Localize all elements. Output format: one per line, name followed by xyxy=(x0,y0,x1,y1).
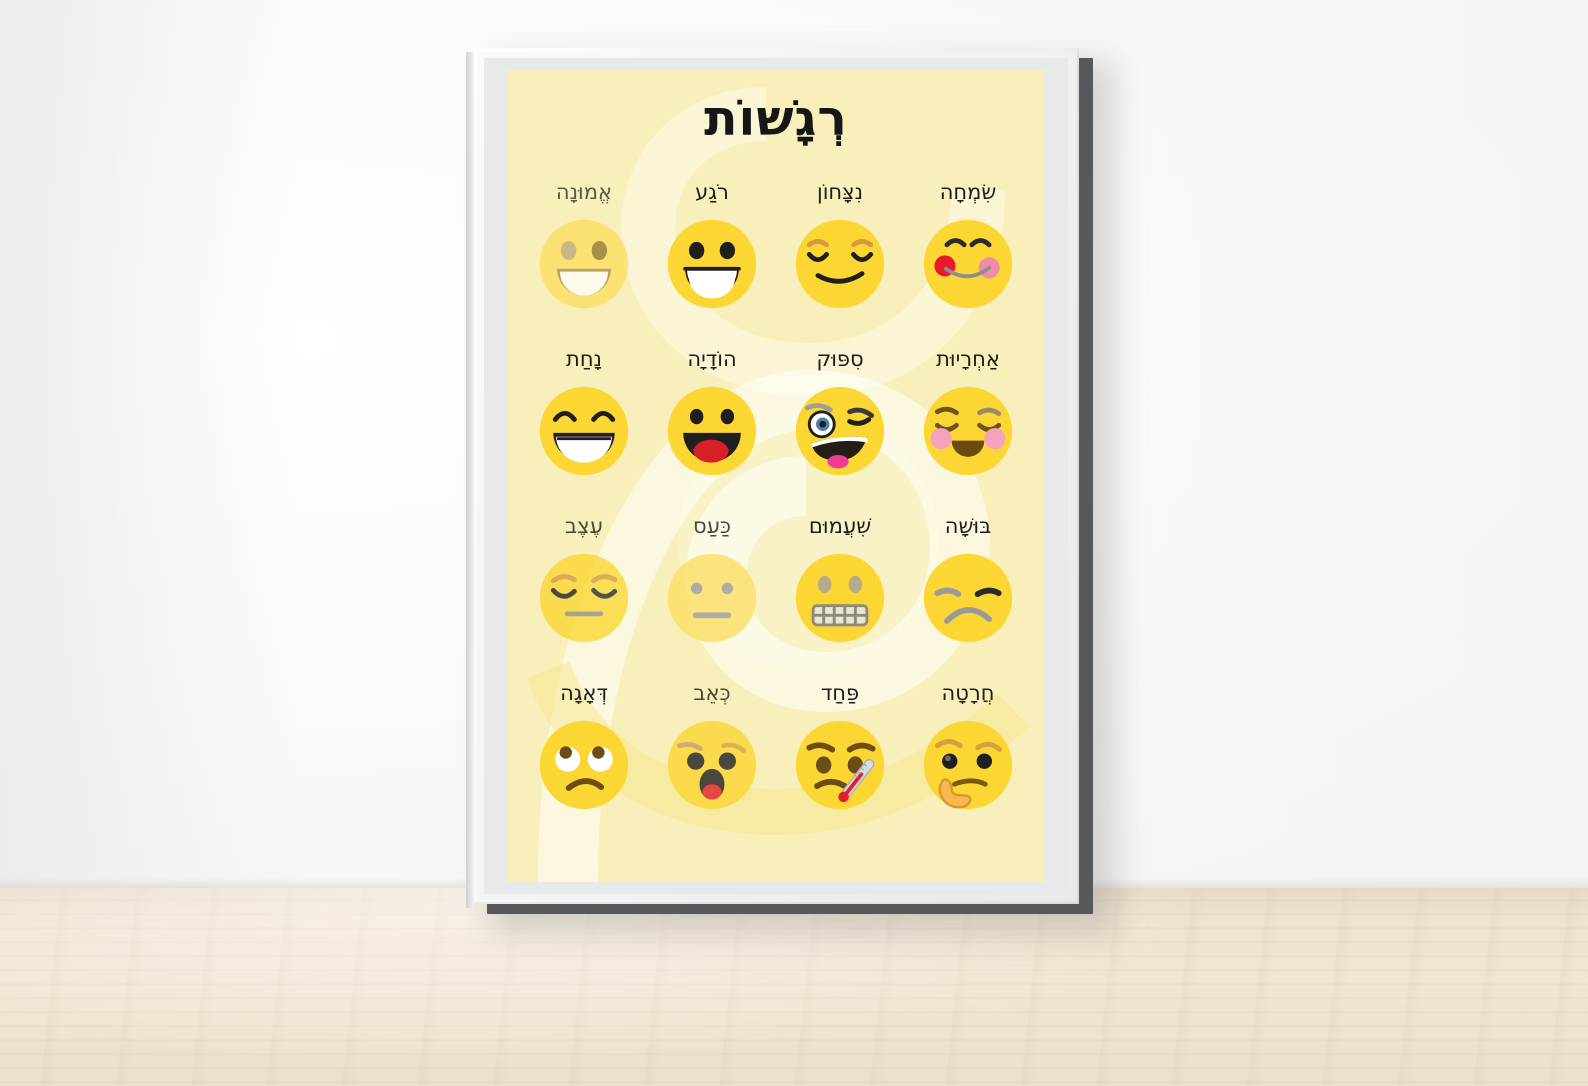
neutral-face-emoji xyxy=(664,550,760,646)
emotion-cell[interactable]: כַּעַס xyxy=(648,514,776,681)
emotion-label: נִצָּחוֹן xyxy=(816,180,864,204)
emotion-cell[interactable]: חֲרָטָה xyxy=(904,681,1032,848)
emotion-label: בּוּשָׁה xyxy=(944,514,992,538)
blushing-happy-eyes-emoji xyxy=(920,383,1016,479)
emotion-cell[interactable]: פַּחַד xyxy=(776,681,904,848)
emotion-label: נָחַת xyxy=(566,347,602,371)
emotion-label: שִׂמְחָה xyxy=(939,180,997,204)
framed-poster[interactable]: רְגָשׁוֹת שִׂמְחָה xyxy=(466,48,1115,932)
emotion-label: חֲרָטָה xyxy=(941,681,995,705)
sad-frowning-face-emoji xyxy=(920,550,1016,646)
grinning-face-with-teeth-emoji xyxy=(664,216,760,312)
face-with-thermometer-emoji xyxy=(792,717,888,813)
emotion-label: שִׁעֲמוּם xyxy=(808,514,872,538)
emotion-cell[interactable]: עֶצֶב xyxy=(520,514,648,681)
downcast-closed-eyes-face-emoji xyxy=(536,550,632,646)
emotion-label: דְּאָגָה xyxy=(560,681,608,705)
emotion-label: אֱמוּנָה xyxy=(555,180,613,204)
emotions-grid: שִׂמְחָה xyxy=(520,180,1032,848)
emotion-cell[interactable]: רֹגַע xyxy=(648,180,776,347)
emotion-cell[interactable]: שִׂמְחָה xyxy=(904,180,1032,347)
emotion-cell[interactable]: נָחַת xyxy=(520,347,648,514)
emotion-cell[interactable]: סִפּוּק xyxy=(776,347,904,514)
face-with-rolling-eyes-emoji xyxy=(536,717,632,813)
emotion-cell[interactable]: בּוּשָׁה xyxy=(904,514,1032,681)
floor-light-sheen xyxy=(0,888,1588,1086)
blushing-smiling-face-emoji xyxy=(920,216,1016,312)
emotion-cell[interactable]: נִצָּחוֹן xyxy=(776,180,904,347)
emotion-label: כְּאֵב xyxy=(693,681,731,705)
emotion-cell[interactable]: דְּאָגָה xyxy=(520,681,648,848)
poster-artwork: רְגָשׁוֹת שִׂמְחָה xyxy=(508,70,1044,882)
emotion-label: רֹגַע xyxy=(695,180,729,204)
grinning-face-washed-out-emoji xyxy=(536,216,632,312)
relaxed-closed-eyes-smile-emoji xyxy=(792,216,888,312)
winking-face-with-tongue-emoji xyxy=(792,383,888,479)
emotion-label: סִפּוּק xyxy=(816,347,864,371)
emotion-label: עֶצֶב xyxy=(565,514,603,538)
grimacing-clenched-teeth-emoji xyxy=(792,550,888,646)
thinking-face-emoji xyxy=(920,717,1016,813)
emotion-label: הוֹדָיָה xyxy=(687,347,737,371)
emotion-label: פַּחַד xyxy=(820,681,860,705)
emotion-cell[interactable]: שִׁעֲמוּם xyxy=(776,514,904,681)
emotion-cell[interactable]: אַחְרָיוּת xyxy=(904,347,1032,514)
wall-shadow-left xyxy=(0,0,300,890)
frame-left-lip xyxy=(466,52,474,908)
emotion-cell[interactable]: הוֹדָיָה xyxy=(648,347,776,514)
emotion-label: כַּעַס xyxy=(692,514,732,538)
astonished-open-mouth-face-emoji xyxy=(664,717,760,813)
picture-frame: רְגָשׁוֹת שִׂמְחָה xyxy=(466,48,1079,908)
poster-title: רְגָשׁוֹת xyxy=(704,90,848,147)
wall-shadow-right xyxy=(1128,0,1588,890)
laughing-open-mouth-emoji xyxy=(664,383,760,479)
emotion-cell[interactable]: אֱמוּנָה xyxy=(520,180,648,347)
emotion-label: אַחְרָיוּת xyxy=(936,347,1000,371)
beaming-face-smiling-eyes-emoji xyxy=(536,383,632,479)
emotion-cell[interactable]: כְּאֵב xyxy=(648,681,776,848)
